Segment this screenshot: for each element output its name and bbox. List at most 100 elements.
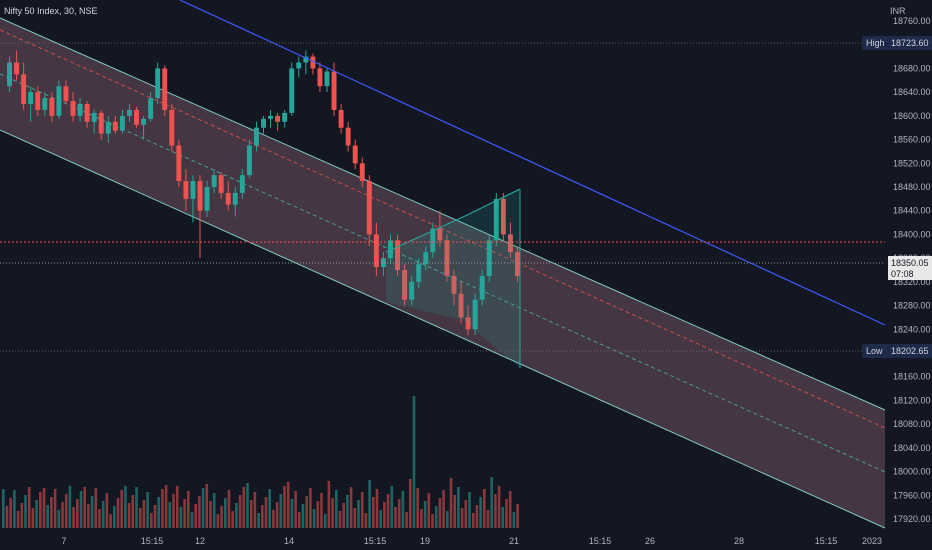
candle-body [437,228,443,241]
volume-bar [431,514,434,528]
price-tick-label: 18760.00 [893,16,931,26]
candle-body [204,187,210,211]
candle [134,106,139,128]
candle-body [423,252,429,265]
price-tick-label: 18440.00 [893,206,931,216]
volume-bars [2,396,519,528]
volume-bar [212,493,216,528]
pattern-fill [386,189,520,368]
candle-body [28,92,34,104]
high-value: 18723.60 [891,38,929,48]
time-tick-label: 12 [195,536,205,546]
volume-bar [275,502,279,528]
candle [380,252,386,276]
volume-bar [42,488,46,528]
volume-bar [264,497,268,528]
volume-bar [179,507,183,528]
volume-bar [283,486,286,528]
channel-midline-teal [0,73,886,473]
volume-bar [194,504,197,528]
candle-body [112,121,118,131]
volume-bar [320,493,323,528]
volume-bar [309,488,312,528]
time-tick-label: 15:15 [589,536,612,546]
volume-bar [397,499,401,528]
candle [507,222,513,259]
volume-bar [394,507,397,528]
volume-bar [57,510,61,528]
low-value: 18202.65 [891,346,929,356]
symbol-title[interactable]: Nifty 50 Index, 30, NSE [4,6,98,16]
candle-body [169,109,175,146]
channel-midline-red [0,29,886,429]
candle [423,246,429,270]
candle [105,115,111,143]
volume-bar [2,489,5,528]
time-axis[interactable]: 7 15:15 12 14 15:15 19 21 15:15 26 28 15:15 2023 [61,536,882,546]
volume-bar [201,488,205,528]
volume-bar [150,513,153,528]
volume-bar [249,500,253,528]
volume-bar [105,493,109,528]
time-tick-label: 21 [509,536,519,546]
candle-body [14,62,20,75]
candle-body [261,118,266,128]
candle-body [253,127,259,146]
volume-bar [468,492,471,528]
volume-bar [31,508,35,528]
volume-bar [209,501,212,528]
volume-bar [13,490,16,528]
volume-bar [235,503,238,528]
volume-bar [238,495,242,528]
candle [437,210,443,247]
volume-bar [494,494,497,528]
candle [479,270,485,306]
volume-bar [416,488,419,528]
time-tick-label: 15:15 [364,536,387,546]
time-tick-label: 26 [645,536,655,546]
volume-bar [486,510,490,528]
candle-body [232,192,238,205]
volume-bar [438,498,442,528]
candle [204,181,210,217]
volume-bar [198,496,201,528]
volume-bar [516,504,519,528]
price-tick-label: 18400.00 [893,229,931,239]
volume-bar [405,512,408,528]
candle-body [21,74,27,104]
volume-bar [46,505,49,528]
volume-bar [372,497,375,528]
volume-bar [35,500,38,528]
price-tick-label: 18280.00 [893,301,931,311]
volume-bar [172,494,175,528]
candle [162,65,168,116]
volume-bar [135,487,138,528]
candle [373,222,379,276]
low-label: Low [866,346,883,356]
candle-body [416,264,422,282]
channel-upper-line [0,17,886,411]
volume-bar [53,489,57,528]
volume-bar [360,492,364,528]
volume-bar [449,478,453,528]
volume-bar [471,513,475,528]
candle-body [409,281,415,300]
candle [7,56,12,93]
volume-bar [331,498,334,528]
volume-bar [72,507,75,528]
volume-bar [61,502,64,528]
candle-body [380,258,386,268]
volume-bar [98,509,101,528]
volume-bar [279,494,283,528]
volume-bar [261,505,264,528]
volume-bar [409,479,412,528]
volume-bar [220,506,223,528]
candle [225,181,231,211]
candle-body [479,275,485,300]
candle [211,169,217,193]
volume-bar [390,486,394,528]
candle-body [430,228,436,253]
candle-body [176,145,182,182]
